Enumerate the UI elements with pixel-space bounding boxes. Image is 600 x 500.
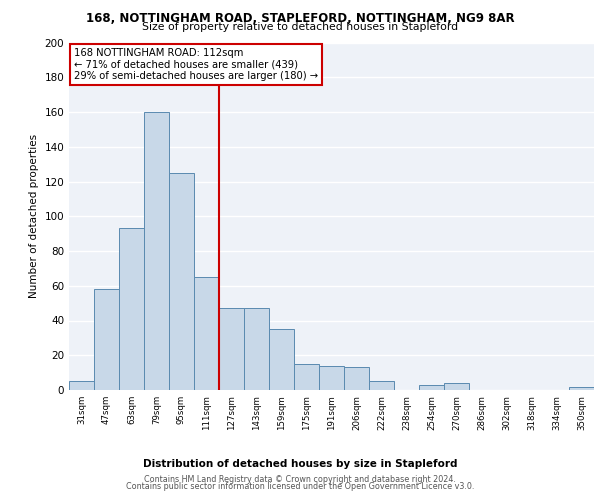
Bar	[144, 112, 169, 390]
Bar	[119, 228, 144, 390]
Bar	[169, 173, 194, 390]
Y-axis label: Number of detached properties: Number of detached properties	[29, 134, 39, 298]
Bar	[344, 368, 369, 390]
Bar	[219, 308, 244, 390]
Bar	[419, 385, 444, 390]
Bar	[69, 382, 94, 390]
Bar	[194, 277, 219, 390]
Text: Contains HM Land Registry data © Crown copyright and database right 2024.: Contains HM Land Registry data © Crown c…	[144, 475, 456, 484]
Bar	[369, 382, 394, 390]
Text: 168, NOTTINGHAM ROAD, STAPLEFORD, NOTTINGHAM, NG9 8AR: 168, NOTTINGHAM ROAD, STAPLEFORD, NOTTIN…	[86, 12, 514, 26]
Bar	[244, 308, 269, 390]
Text: Size of property relative to detached houses in Stapleford: Size of property relative to detached ho…	[142, 22, 458, 32]
Bar	[94, 289, 119, 390]
Text: Distribution of detached houses by size in Stapleford: Distribution of detached houses by size …	[143, 459, 457, 469]
Bar	[569, 386, 594, 390]
Bar	[319, 366, 344, 390]
Bar	[294, 364, 319, 390]
Bar	[444, 383, 469, 390]
Text: Contains public sector information licensed under the Open Government Licence v3: Contains public sector information licen…	[126, 482, 474, 491]
Text: 168 NOTTINGHAM ROAD: 112sqm
← 71% of detached houses are smaller (439)
29% of se: 168 NOTTINGHAM ROAD: 112sqm ← 71% of det…	[74, 48, 319, 81]
Bar	[269, 329, 294, 390]
